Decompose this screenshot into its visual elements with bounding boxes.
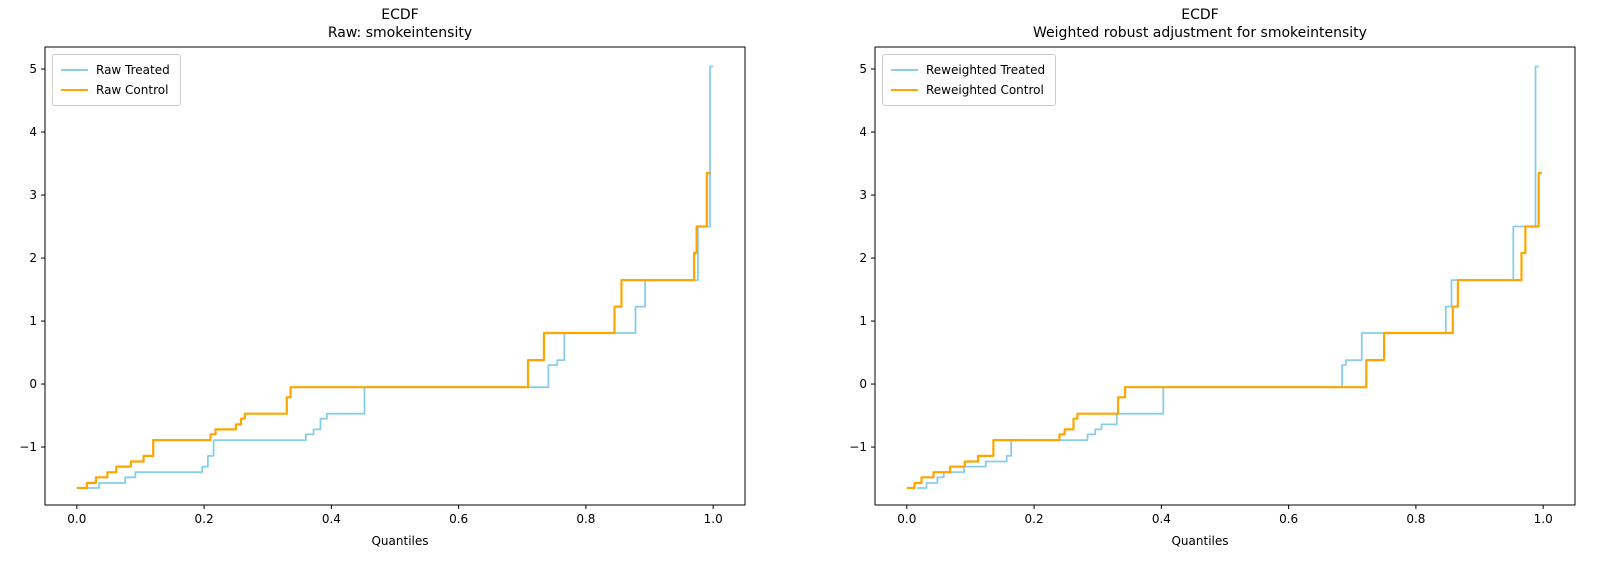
legend-line-reweighted-control-icon	[891, 89, 918, 91]
plot-area-raw: 0.0 0.2 0.4 0.6 0.8 1.0 5 4 3 2 1 0 −1	[19, 46, 746, 526]
legend-line-raw-control-icon	[61, 89, 88, 91]
y-tick-label: 5	[29, 62, 37, 76]
plot-area-weighted: 0.0 0.2 0.4 0.6 0.8 1.0 5 4 3 2 1 0 −1	[849, 46, 1576, 526]
subplot-weighted: 0.0 0.2 0.4 0.6 0.8 1.0 5 4 3 2 1 0 −1 ECDF Weighted…	[800, 0, 1600, 563]
legend-weighted: Reweighted Treated Reweighted Control	[882, 54, 1057, 106]
x-axis-label-raw: Quantiles	[371, 534, 429, 548]
legend-label-raw-treated: Raw Treated	[96, 63, 170, 77]
y-tick-label: 1	[29, 314, 37, 328]
axes-spines	[874, 46, 1576, 506]
plot-title-line2: Weighted robust adjustment for smokeinte…	[1033, 25, 1367, 41]
y-tick-label: −1	[19, 440, 37, 454]
curve-reweighted-control	[906, 171, 1542, 490]
y-tick-label: −1	[849, 440, 867, 454]
x-tick-label: 0.4	[1152, 512, 1171, 526]
x-tick-label: 1.0	[704, 512, 723, 526]
curve-reweighted-treated	[917, 65, 1539, 489]
legend-line-reweighted-treated-icon	[891, 69, 918, 71]
x-tick-label: 0.2	[1025, 512, 1044, 526]
y-tick-label: 0	[29, 377, 37, 391]
x-tick-label: 1.0	[1534, 512, 1553, 526]
x-tick-label: 0.6	[449, 512, 468, 526]
legend-entry-raw-treated: Raw Treated	[61, 60, 170, 80]
y-tick-label: 3	[859, 188, 867, 202]
curve-raw-control	[76, 171, 711, 490]
legend-entry-reweighted-treated: Reweighted Treated	[891, 60, 1045, 80]
curve-raw-treated	[85, 65, 714, 489]
x-tick-label: 0.4	[322, 512, 341, 526]
legend-raw: Raw Treated Raw Control	[52, 54, 181, 106]
subplot-raw: 0.0 0.2 0.4 0.6 0.8 1.0 5 4 3 2 1 0 −1 ECDF Raw: smo…	[0, 6, 800, 548]
legend-entry-reweighted-control: Reweighted Control	[891, 80, 1045, 100]
plot-title-line1: ECDF	[381, 7, 419, 23]
legend-label-reweighted-control: Reweighted Control	[926, 83, 1044, 97]
legend-entry-raw-control: Raw Control	[61, 80, 170, 100]
y-tick-label: 5	[859, 62, 867, 76]
plot-title-weighted: ECDF Weighted robust adjustment for smok…	[800, 6, 1600, 42]
plot-title-line1: ECDF	[1181, 7, 1219, 23]
x-tick-label: 0.0	[897, 512, 916, 526]
x-tick-label: 0.8	[576, 512, 595, 526]
plot-title-raw: ECDF Raw: smokeintensity	[0, 6, 800, 42]
x-axis-label-weighted: Quantiles	[1171, 534, 1229, 548]
plot-title-line2: Raw: smokeintensity	[327, 25, 473, 41]
y-tick-label: 4	[29, 125, 37, 139]
legend-line-raw-treated-icon	[61, 69, 88, 71]
y-tick-label: 2	[859, 251, 867, 265]
y-tick-label: 4	[859, 125, 867, 139]
y-tick-label: 3	[29, 188, 37, 202]
legend-label-reweighted-treated: Reweighted Treated	[926, 63, 1046, 77]
legend-label-raw-control: Raw Control	[96, 83, 169, 97]
x-tick-label: 0.6	[1279, 512, 1298, 526]
axes-spines	[44, 46, 746, 506]
x-tick-label: 0.8	[1406, 512, 1425, 526]
y-tick-label: 1	[859, 314, 867, 328]
x-tick-label: 0.2	[195, 512, 214, 526]
y-tick-label: 0	[859, 377, 867, 391]
y-tick-label: 2	[29, 251, 37, 265]
x-tick-label: 0.0	[67, 512, 86, 526]
